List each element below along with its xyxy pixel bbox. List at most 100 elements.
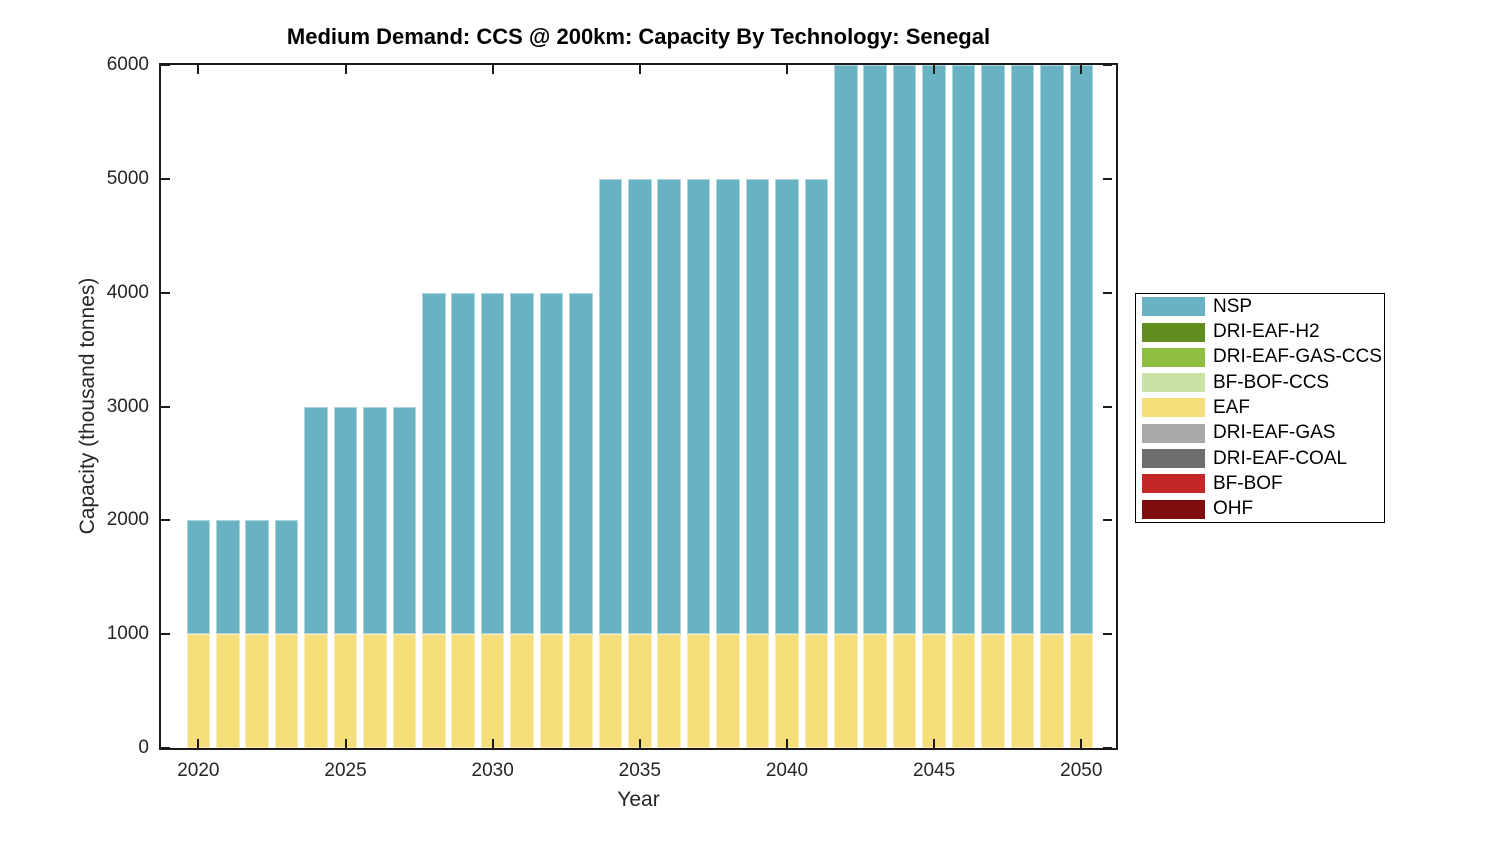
bar-segment	[598, 634, 623, 748]
bar-segment	[628, 178, 652, 635]
bar-segment	[569, 292, 593, 635]
bar-segment	[274, 520, 299, 635]
x-tick-top	[785, 65, 788, 74]
bar-segment	[510, 292, 534, 635]
legend-swatch	[1142, 322, 1205, 342]
bar-segment	[186, 634, 211, 748]
x-tick	[638, 739, 641, 748]
legend-row: DRI-EAF-H2	[1136, 320, 1384, 345]
x-tick-top	[491, 65, 494, 74]
x-tick-label: 2050	[1060, 760, 1103, 781]
bar-segment	[363, 406, 387, 635]
legend-swatch	[1142, 474, 1205, 494]
bar-segment	[245, 634, 269, 748]
bar-segment	[304, 406, 328, 635]
y-tick-right	[1103, 64, 1112, 66]
y-tick	[161, 519, 170, 522]
legend: NSP DRI-EAF-H2 DRI-EAF-GAS-CCS BF-BOF-CCS EA…	[1135, 293, 1385, 523]
x-tick-label: 2020	[177, 760, 220, 781]
bar-segment	[775, 634, 799, 748]
bar-segment	[628, 634, 652, 748]
x-tick-top	[933, 65, 936, 74]
legend-swatch	[1142, 449, 1205, 469]
y-tick	[161, 633, 170, 636]
bar-segment	[1010, 65, 1035, 635]
legend-label: DRI-EAF-GAS	[1213, 422, 1336, 444]
y-tick-label: 6000	[106, 54, 149, 75]
bar-segment	[363, 634, 387, 748]
x-tick-label: 2045	[912, 760, 956, 781]
bar-segment	[274, 634, 299, 748]
bar-segment	[392, 406, 417, 635]
x-tick-label: 2030	[471, 760, 514, 781]
x-tick-label: 2040	[765, 760, 809, 781]
legend-label: OHF	[1213, 498, 1254, 520]
bar-segment	[451, 292, 475, 635]
x-tick-top	[1080, 65, 1083, 74]
bar-segment	[834, 634, 858, 748]
bar-segment	[863, 634, 888, 748]
bar-segment	[981, 634, 1005, 748]
bar-segment	[716, 178, 740, 635]
bar-segment	[1069, 65, 1094, 635]
legend-row: BF-BOF	[1136, 471, 1384, 496]
x-tick	[344, 739, 347, 748]
bar-segment	[480, 292, 505, 635]
legend-label: EAF	[1213, 396, 1250, 418]
bar-segment	[922, 634, 946, 748]
x-tick	[1080, 739, 1083, 748]
legend-label: BF-BOF-CCS	[1213, 371, 1330, 393]
bar-segment	[804, 634, 829, 748]
bar-segment	[216, 520, 240, 635]
legend-row: DRI-EAF-COAL	[1136, 446, 1384, 471]
bar-segment	[539, 634, 564, 748]
bar-segment	[480, 634, 505, 748]
y-tick-right	[1103, 291, 1112, 294]
legend-swatch	[1142, 398, 1205, 418]
y-tick-label: 0	[138, 737, 149, 758]
bar-segment	[1069, 634, 1094, 748]
bar-segment	[1040, 634, 1064, 748]
legend-row: NSP	[1136, 294, 1384, 319]
y-tick-label: 1000	[106, 623, 149, 645]
bar-segment	[775, 178, 799, 635]
x-tick	[933, 739, 936, 748]
x-tick	[491, 739, 494, 748]
x-tick-top	[197, 65, 200, 74]
y-tick-right	[1103, 633, 1112, 636]
y-tick	[161, 291, 170, 294]
bar-segment	[422, 634, 446, 748]
legend-swatch	[1142, 347, 1205, 367]
legend-swatch	[1142, 297, 1205, 317]
bar-segment	[186, 520, 211, 635]
y-tick	[161, 405, 170, 408]
bar-segment	[716, 634, 740, 748]
y-tick-right	[1103, 747, 1112, 749]
legend-row: DRI-EAF-GAS	[1136, 421, 1384, 446]
plot-area	[159, 63, 1118, 750]
bar-segment	[745, 634, 770, 748]
y-tick	[161, 747, 170, 749]
y-tick-right	[1103, 519, 1112, 522]
bar-segment	[333, 406, 358, 635]
y-tick	[161, 64, 170, 66]
legend-swatch	[1142, 373, 1205, 393]
legend-label: DRI-EAF-GAS-CCS	[1213, 346, 1382, 368]
bar-segment	[245, 520, 269, 635]
legend-row: OHF	[1136, 497, 1384, 522]
bar-segment	[922, 65, 946, 635]
bar-segment	[1040, 65, 1064, 635]
bar-segment	[686, 634, 711, 748]
chart-title: Medium Demand: CCS @ 200km: Capacity By …	[286, 24, 991, 49]
legend-label: BF-BOF	[1213, 472, 1283, 494]
x-axis-label: Year	[617, 788, 660, 811]
x-tick-top	[344, 65, 347, 74]
bar-segment	[657, 634, 681, 748]
legend-label: DRI-EAF-COAL	[1213, 447, 1348, 469]
legend-swatch	[1142, 499, 1205, 519]
legend-label: NSP	[1213, 295, 1253, 317]
bar-segment	[951, 634, 976, 748]
bar-segment	[216, 634, 240, 748]
x-tick	[197, 739, 200, 748]
